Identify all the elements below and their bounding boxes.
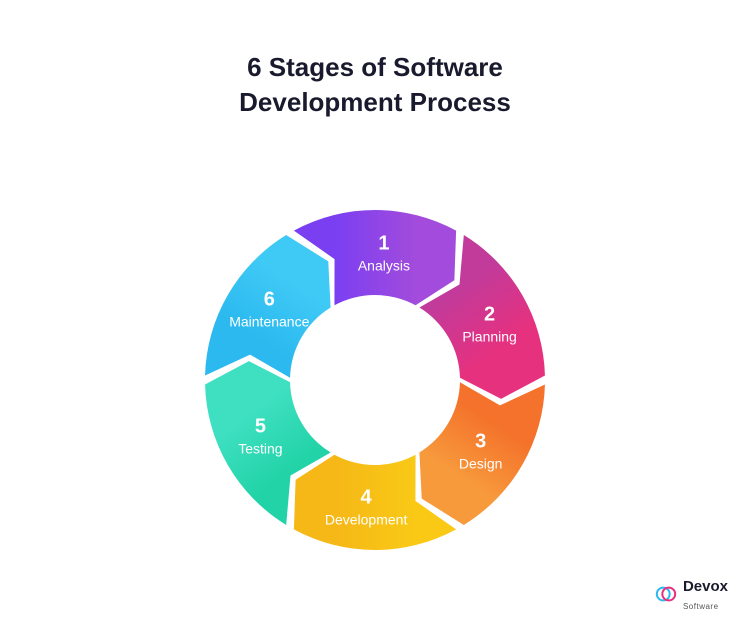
segment-maintenance [205,235,331,378]
title-line-2: Development Process [239,87,511,117]
brand-name: Devox [683,578,728,595]
brand-logo: Devox Software [655,578,728,614]
cycle-chart: 1Analysis2Planning3Design4Development5Te… [195,200,555,560]
brand-sub: Software [683,602,719,611]
segment-design [419,382,545,525]
page-title: 6 Stages of Software Development Process [0,50,750,120]
title-line-1: 6 Stages of Software [247,52,503,82]
brand-icon [655,583,677,610]
